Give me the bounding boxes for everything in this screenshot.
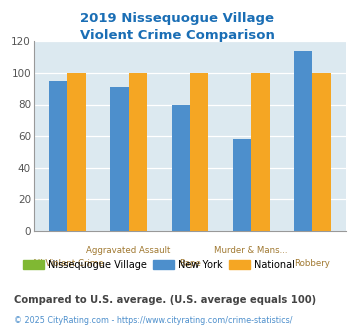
Text: Compared to U.S. average. (U.S. average equals 100): Compared to U.S. average. (U.S. average … xyxy=(14,295,316,305)
Legend: Nissequogue Village, New York, National: Nissequogue Village, New York, National xyxy=(19,256,299,274)
Bar xyxy=(312,73,331,231)
Bar xyxy=(190,73,208,231)
Bar xyxy=(171,105,190,231)
Text: Murder & Mans...: Murder & Mans... xyxy=(214,246,288,255)
Text: Robbery: Robbery xyxy=(295,259,331,268)
Bar xyxy=(49,81,67,231)
Bar xyxy=(233,139,251,231)
Text: 2019 Nissequogue Village
Violent Crime Comparison: 2019 Nissequogue Village Violent Crime C… xyxy=(80,12,275,42)
Bar xyxy=(129,73,147,231)
Bar xyxy=(294,51,312,231)
Text: Aggravated Assault: Aggravated Assault xyxy=(87,246,171,255)
Bar xyxy=(67,73,86,231)
Bar xyxy=(110,87,129,231)
Text: Rape: Rape xyxy=(179,259,201,268)
Bar xyxy=(251,73,269,231)
Text: All Violent Crime: All Violent Crime xyxy=(32,259,103,268)
Text: © 2025 CityRating.com - https://www.cityrating.com/crime-statistics/: © 2025 CityRating.com - https://www.city… xyxy=(14,316,293,325)
